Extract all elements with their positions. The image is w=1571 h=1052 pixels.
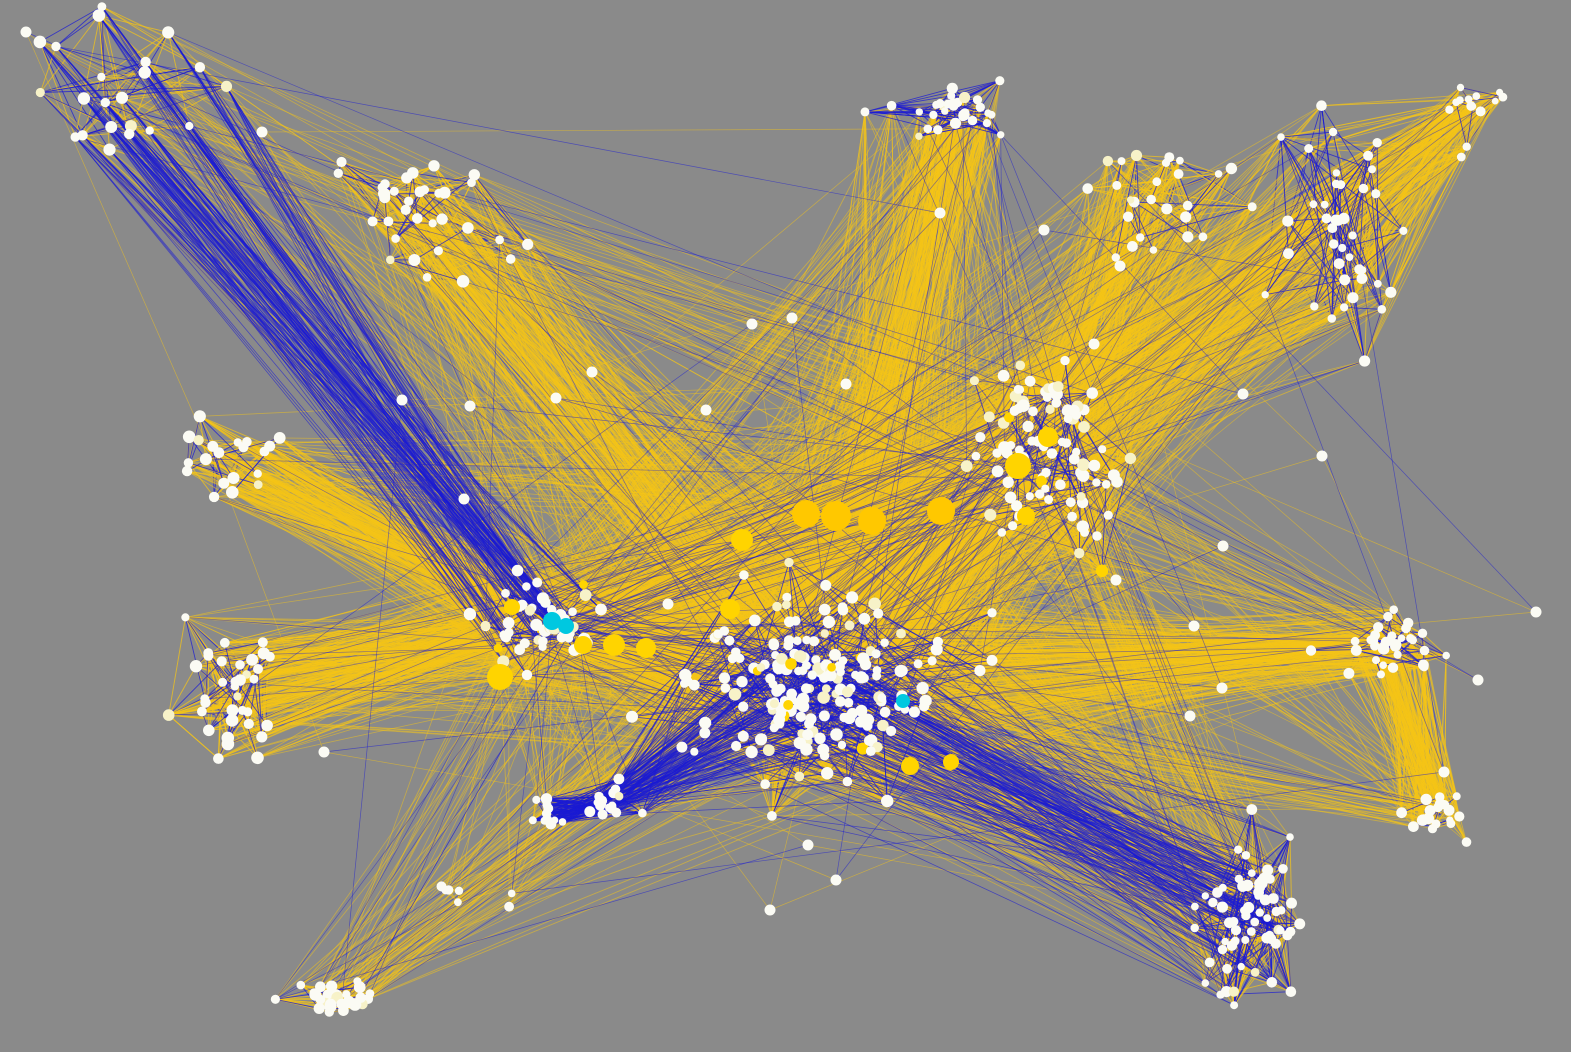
gold-edge (1179, 160, 1219, 175)
gold-edge (39, 15, 100, 93)
gold-edge (1422, 632, 1447, 656)
blue-edge (979, 80, 1001, 108)
gold-edge (168, 665, 197, 716)
gold-edge (1233, 981, 1272, 993)
gold-edge (168, 698, 206, 716)
gold-edge (39, 46, 57, 93)
blue-edge (101, 61, 146, 78)
blue-edge (55, 15, 100, 47)
gold-edge (104, 32, 169, 103)
gold-edge (82, 32, 169, 136)
gold-edge (82, 72, 146, 136)
gold-edge (74, 6, 103, 138)
gold-edge (98, 15, 201, 68)
gold-edge (1280, 837, 1291, 911)
gold-edge (168, 714, 219, 759)
blue-edge (40, 61, 146, 93)
gold-edge (1165, 162, 1189, 206)
gold-edge (1087, 155, 1137, 190)
gold-edge (1377, 230, 1404, 285)
gold-edge (1121, 160, 1158, 183)
gold-edge (1116, 184, 1253, 208)
gold-edge (168, 617, 186, 716)
gold-edge (98, 15, 106, 103)
gold-edge (1240, 966, 1292, 993)
gold-edge (1289, 837, 1292, 904)
